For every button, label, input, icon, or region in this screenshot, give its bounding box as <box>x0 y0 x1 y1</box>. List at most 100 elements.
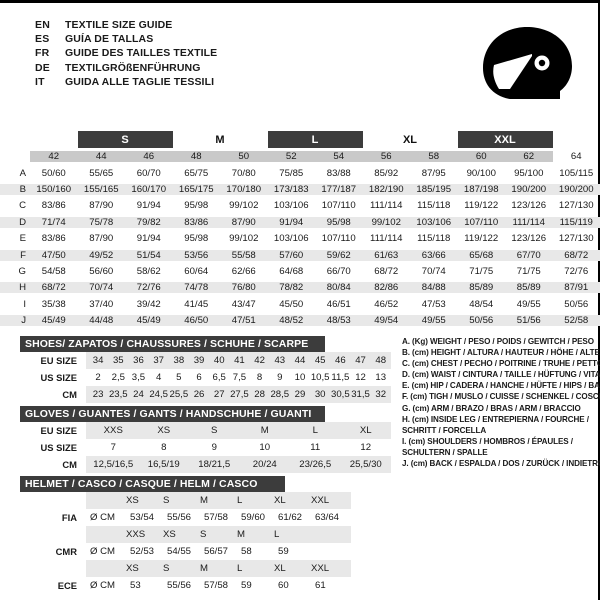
cell: M <box>200 495 208 506</box>
cell: 24 <box>133 389 144 400</box>
cell: 170/180 <box>220 184 268 196</box>
cell: 87/90 <box>220 216 268 228</box>
cell: 103/106 <box>410 216 458 228</box>
cell: 55/58 <box>220 249 268 261</box>
title-text-it: GUIDA ALLE TAGLIE TESSILI <box>65 75 215 88</box>
cell: 59 <box>278 546 289 557</box>
list-item: EU SIZE 34 35 36 37 38 39 40 41 42 43 44 45 46 47 48 <box>20 352 391 369</box>
cell: 68/72 <box>30 282 78 294</box>
legend-line: C. (cm) CHEST / PECHO / POITRINE / TRUHE… <box>402 359 600 369</box>
cell: S <box>163 495 170 506</box>
title-row-de: DE TEXTILGRÖßENFÜHRUNG <box>35 62 217 76</box>
row-values: 12,5/16,5 16,5/19 18/21,5 20/24 23/26,5 25,5/… <box>86 456 391 473</box>
cell: 48 <box>375 355 387 366</box>
title-row-es: ES GUÍA DE TALLAS <box>35 33 217 47</box>
cell: 6 <box>196 372 202 383</box>
header-spacer <box>0 131 78 148</box>
cell: 45 <box>314 355 326 366</box>
helmet-value-row: FIA Ø CM 53/54 55/56 57/58 59/60 61/62 63/64 <box>20 509 351 526</box>
cell: 9 <box>211 442 217 453</box>
cell: 99/102 <box>362 216 410 228</box>
cell: 150/160 <box>30 184 78 196</box>
cell: 6,5 <box>212 372 226 383</box>
cell: 43/47 <box>231 298 256 310</box>
header-tail <box>553 131 600 148</box>
cell: 39/42 <box>136 298 161 310</box>
cell: 111/114 <box>369 200 403 212</box>
cell: 177/187 <box>315 184 363 196</box>
cell: 83/86 <box>41 200 66 212</box>
unit-label: Ø CM <box>90 512 116 523</box>
cell: 29 <box>294 389 306 400</box>
title-lang-de: DE <box>35 61 50 74</box>
cell: 87/95 <box>421 167 446 179</box>
row-values: 23 23,5 24 24,5 25,5 26 27 27,5 28 28,5 29 30 30,5 31… <box>86 386 391 403</box>
title-text-es: GUÍA DE TALLAS <box>65 33 154 46</box>
size-header-42: 42 <box>30 151 78 162</box>
helmet-value-row: CMR Ø CM 52/53 54/55 56/57 58 59 <box>20 543 351 560</box>
cell: 72/76 <box>564 266 589 278</box>
cell: 83/86 <box>172 216 220 228</box>
cell: L <box>237 563 243 574</box>
cell: 64/68 <box>279 266 304 278</box>
cell: 12 <box>355 372 366 383</box>
cell: 85/92 <box>374 167 399 179</box>
cell: 55/65 <box>89 167 114 179</box>
cell: 36 <box>133 355 144 366</box>
cell: 20/24 <box>252 459 277 470</box>
cell: 185/195 <box>410 184 458 196</box>
cell: 103/106 <box>273 200 309 212</box>
cell: 50/56 <box>564 298 589 310</box>
cell: 8 <box>161 442 167 453</box>
size-header-58: 58 <box>410 151 458 162</box>
cell: 37/40 <box>89 298 114 310</box>
unit-label: Ø CM <box>90 546 116 557</box>
cell: 58 <box>241 546 252 557</box>
row-letter-E: E <box>19 233 26 245</box>
cell: 123/126 <box>511 200 547 212</box>
cell: 80/84 <box>315 282 363 294</box>
cell: 46 <box>335 355 346 366</box>
shoes-rows: EU SIZE 34 35 36 37 38 39 40 41 42 43 44 45 46 47 48 US … <box>20 352 391 403</box>
cell: 173/183 <box>267 184 315 196</box>
cell: 119/122 <box>464 200 499 212</box>
cell: XS <box>157 425 171 436</box>
table-row: J 45/49 44/48 45/49 46/50 47/51 48/52 48/53 49/5… <box>0 313 600 329</box>
cell: 99/102 <box>229 233 259 245</box>
size-header-60: 60 <box>457 151 505 162</box>
cell: S <box>211 425 218 436</box>
cell: 10,5 <box>310 372 330 383</box>
cell: 18/21,5 <box>198 459 231 470</box>
table-row: H 68/72 70/74 72/76 74/78 76/80 78/82 80/84 82/8… <box>0 280 600 296</box>
cell: 39 <box>193 355 205 366</box>
cell: 38 <box>173 355 185 366</box>
cell: 58/62 <box>136 266 161 278</box>
table-row: D 71/74 75/78 79/82 83/86 87/90 91/94 95/98 99/1… <box>0 214 600 230</box>
size-header-54: 54 <box>315 151 363 162</box>
row-values: 7 8 9 10 11 12 <box>86 439 391 456</box>
numeric-size-header-row: 42 44 46 48 50 52 54 56 58 60 62 64 <box>0 148 600 165</box>
cell: M <box>200 563 208 574</box>
cell: 115/118 <box>417 200 451 212</box>
row-letter-A: A <box>19 167 26 179</box>
cell: XXS <box>126 529 146 540</box>
cell: 111/114 <box>505 216 553 228</box>
list-item: CM 23 23,5 24 24,5 25,5 26 27 27,5 28 28,5 29 30 30,5… <box>20 386 391 403</box>
title-row-fr: FR GUIDE DES TAILLES TEXTILE <box>35 47 217 61</box>
cell: 165/175 <box>172 184 220 196</box>
legend-line: G. (cm) ARM / BRAZO / BRAS / ARM / BRACC… <box>402 403 581 413</box>
cell: 70/74 <box>77 282 125 294</box>
title-text-de: TEXTILGRÖßENFÜHRUNG <box>65 61 201 74</box>
cell: 23/26,5 <box>299 459 332 470</box>
row-values: 2 2,5 3,5 4 5 6 6,5 7,5 8 9 10 10,5 11,5 12 13 <box>86 369 391 386</box>
cell: 70/80 <box>231 167 256 179</box>
title-text-fr: GUIDE DES TAILLES TEXTILE <box>65 47 218 60</box>
cell: 50/56 <box>457 315 505 327</box>
helmet-value-row: ECE Ø CM 53 55/56 57/58 59 60 61 <box>20 577 351 594</box>
gloves-section: GLOVES / GUANTES / GANTS / HANDSCHUHE / … <box>20 406 391 473</box>
cell: 52/53 <box>130 546 155 557</box>
cell: 83/86 <box>41 233 66 245</box>
cell: XL <box>274 495 286 506</box>
row-label: US SIZE <box>40 372 77 383</box>
cell: 55/56 <box>167 512 192 523</box>
